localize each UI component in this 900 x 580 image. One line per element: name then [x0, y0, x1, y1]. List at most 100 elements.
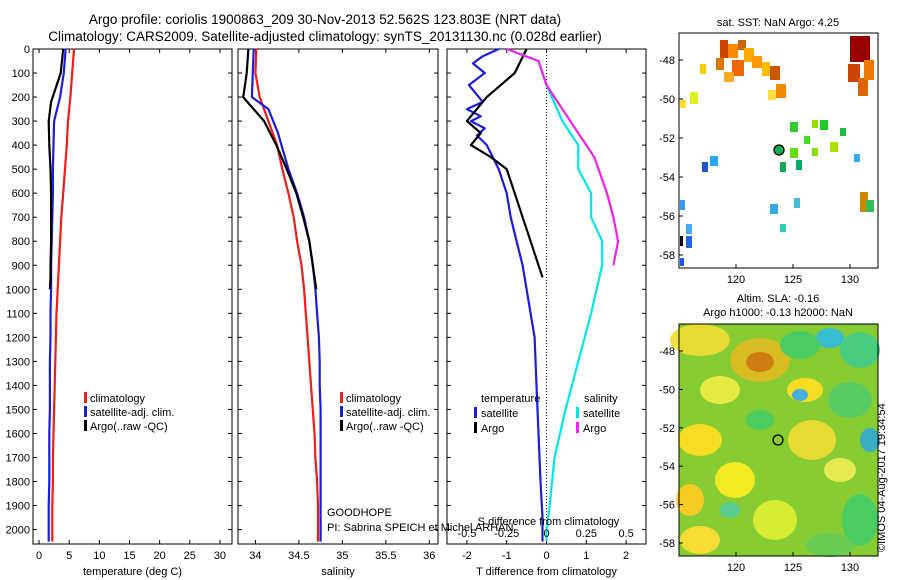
depth-tick-label: 2000	[6, 525, 30, 537]
depth-tick-label: 1800	[6, 477, 30, 489]
sla-blob	[816, 328, 844, 348]
x-tick-label: 25	[184, 550, 196, 562]
sst-pixel	[728, 44, 738, 58]
depth-tick-label: 1600	[6, 428, 30, 440]
sla-blob	[676, 484, 704, 516]
depth-tick-label: 400	[12, 140, 30, 152]
depth-tick-label: 1200	[6, 332, 30, 344]
sla-blob	[678, 424, 722, 456]
sst-pixel	[702, 162, 708, 172]
plot-title-line-2: Climatology: CARS2009. Satellite-adjuste…	[48, 29, 602, 44]
x-tick-label: 0	[36, 550, 42, 562]
pi-names: PI: Sabrina SPEICH et Michel ARHAN	[327, 522, 514, 534]
lat-tick-label: -58	[659, 538, 675, 550]
depth-tick-label: 1900	[6, 501, 30, 513]
panel-frame-2	[237, 48, 439, 545]
x-tick-label: -1	[502, 550, 512, 562]
x-tick-label: -2	[462, 550, 472, 562]
sst-pixel	[680, 236, 683, 246]
lon-tick-label: 130	[841, 562, 859, 574]
x-tick-label: 35	[336, 550, 348, 562]
sst-pixel	[796, 160, 802, 170]
sla-blob	[746, 352, 774, 372]
x-tick-label: 5	[66, 550, 72, 562]
sla-blob	[720, 502, 740, 518]
sst-pixel	[820, 120, 828, 130]
legend-label: Argo	[481, 423, 504, 435]
x-tick-label: 34.5	[288, 550, 309, 562]
lon-tick-label: 130	[841, 274, 859, 286]
legend-label: satellite	[583, 408, 620, 420]
depth-tick-label: 1400	[6, 380, 30, 392]
legend-header-temperature: temperature	[481, 393, 540, 405]
lon-tick-label: 120	[727, 562, 745, 574]
sla-map-title-line-1: Altim. SLA: -0.16	[737, 293, 820, 305]
x-axis-label: T difference from climatology	[476, 566, 617, 578]
sla-blob	[780, 331, 820, 359]
secondary-x-tick-label: 0	[543, 528, 549, 540]
legend-label: climatology	[90, 393, 146, 405]
legend-swatch	[340, 420, 343, 431]
x-tick-label: 10	[93, 550, 105, 562]
sst-pixel	[854, 154, 860, 162]
x-tick-label: 35.5	[375, 550, 396, 562]
sst-pixel	[780, 224, 786, 232]
secondary-x-axis-label: S difference from climatology	[478, 516, 620, 528]
sst-pixel	[752, 56, 762, 68]
sla-blob	[806, 533, 854, 557]
legend-label: Argo(..raw -QC)	[90, 421, 168, 433]
series-line-satellite-adj-clim-	[250, 48, 322, 542]
sla-blob	[715, 462, 755, 498]
sla-blob	[788, 420, 836, 460]
imos-credit: ©IMOS 04-Aug-2017 19:34:54	[876, 403, 888, 552]
sla-blob	[670, 324, 730, 356]
x-axis-label: temperature (deg C)	[83, 566, 182, 578]
legend-label: Argo(..raw -QC)	[346, 421, 424, 433]
legend-header-salinity: salinity	[584, 393, 618, 405]
lat-tick-label: -58	[659, 250, 675, 262]
sla-blob	[792, 389, 808, 401]
sla-map-title-line-2: Argo h1000: -0.13 h2000: NaN	[703, 307, 853, 319]
sst-pixel	[866, 200, 874, 212]
sst-pixel	[768, 90, 776, 100]
sla-blob	[746, 410, 774, 430]
x-tick-label: 30	[214, 550, 226, 562]
x-tick-label: 1	[583, 550, 589, 562]
sst-pixel	[770, 66, 780, 80]
series-line-temperature-argo	[465, 48, 544, 278]
sst-pixel	[700, 64, 706, 74]
sst-pixel	[858, 78, 868, 96]
sst-pixel	[848, 64, 860, 82]
depth-tick-label: 500	[12, 164, 30, 176]
sst-pixel	[680, 200, 685, 210]
sst-pixel	[744, 48, 754, 62]
lat-tick-label: -48	[659, 346, 675, 358]
sst-pixel	[770, 204, 778, 214]
sst-pixel	[690, 92, 698, 104]
depth-tick-label: 100	[12, 68, 30, 80]
sst-pixel	[732, 60, 744, 76]
depth-tick-label: 1100	[6, 308, 30, 320]
lat-tick-label: -52	[659, 423, 675, 435]
sst-pixel	[776, 84, 786, 98]
depth-tick-label: 600	[12, 188, 30, 200]
sst-pixel	[716, 58, 724, 70]
sst-pixel	[686, 236, 692, 248]
sla-map-frame	[678, 323, 879, 557]
series-line-climatology	[254, 48, 320, 542]
sst-pixel	[840, 128, 846, 136]
sla-blob	[700, 376, 740, 404]
sst-pixel	[762, 62, 770, 76]
series-line-salinity-argo	[506, 47, 620, 266]
sst-pixel	[686, 224, 692, 234]
series-line-salinity-satellite	[506, 47, 604, 542]
secondary-x-tick-label: 0.25	[576, 528, 597, 540]
lat-tick-label: -54	[659, 172, 675, 184]
lat-tick-label: -56	[659, 500, 675, 512]
depth-tick-label: 1000	[6, 284, 30, 296]
series-line-climatology	[51, 48, 76, 542]
lat-tick-label: -54	[659, 461, 675, 473]
sst-pixel	[804, 136, 810, 144]
x-axis-label: salinity	[321, 566, 355, 578]
